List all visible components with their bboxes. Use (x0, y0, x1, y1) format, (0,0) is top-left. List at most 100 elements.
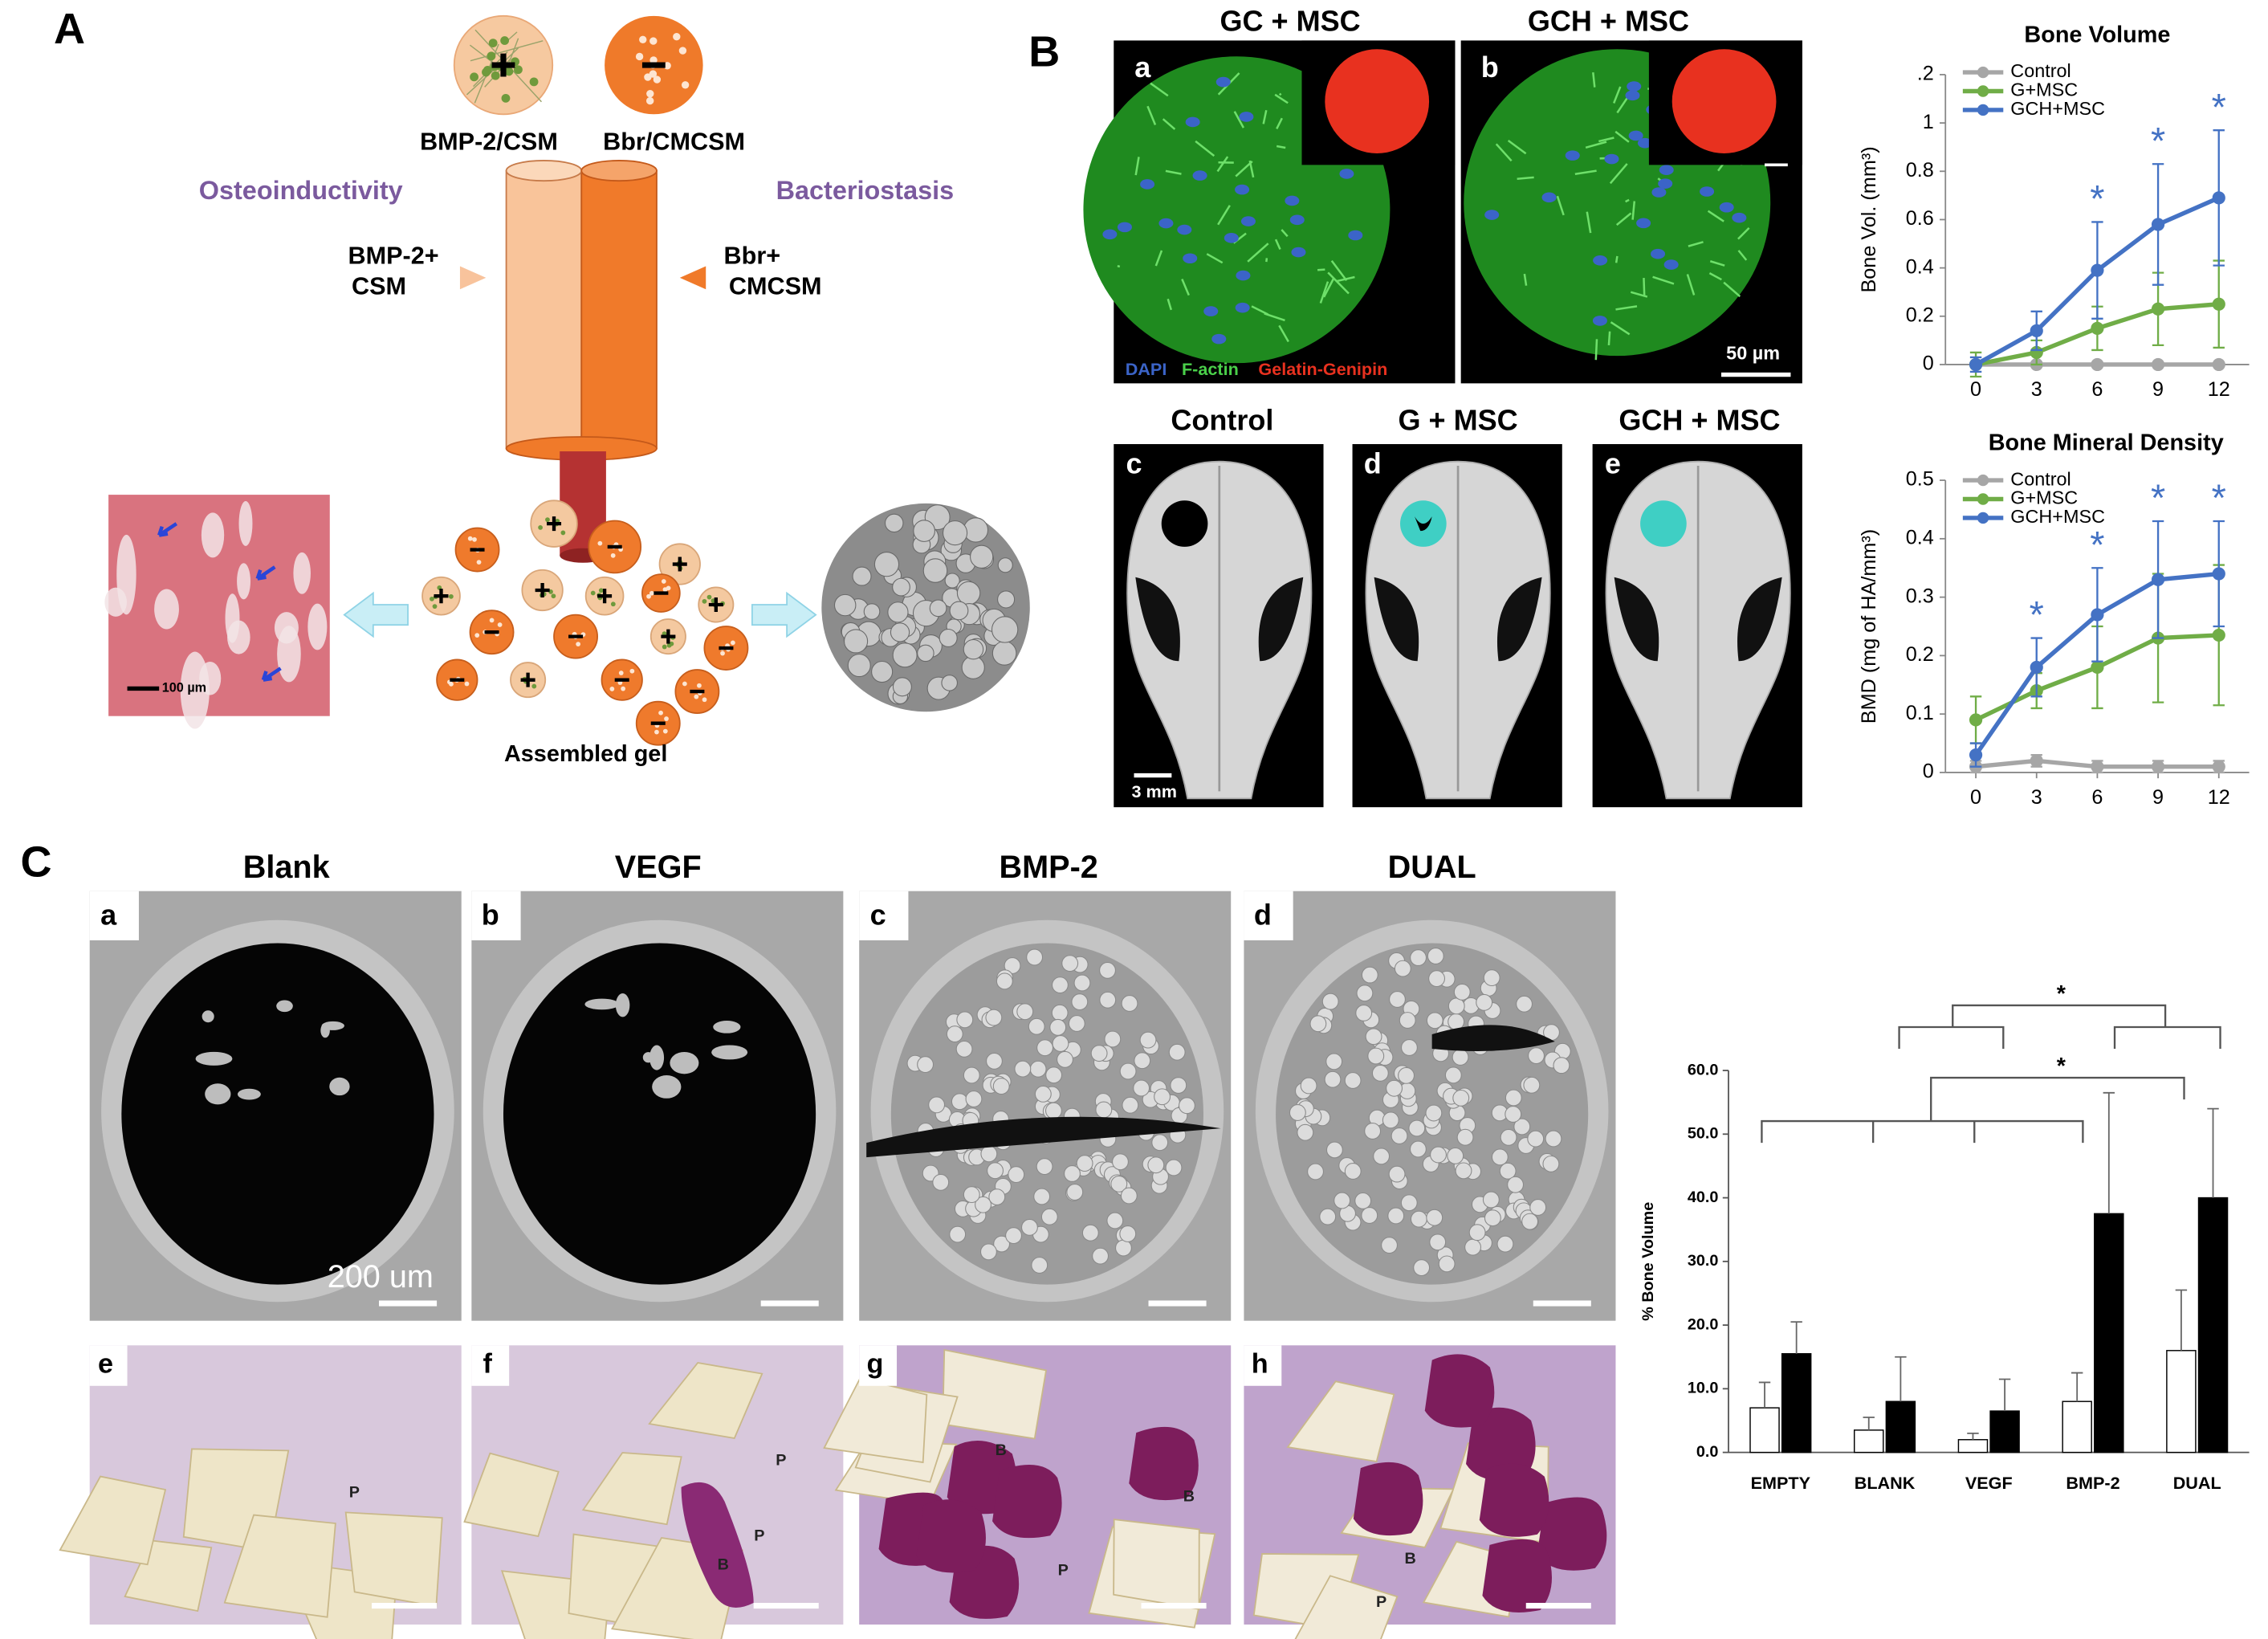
gap (866, 1116, 1221, 1158)
legend-swatch (1977, 493, 1989, 505)
sem-particle (991, 616, 1019, 643)
bar (1885, 1400, 1916, 1453)
nucleus (1215, 76, 1231, 88)
x-tick-label: 6 (2091, 378, 2103, 401)
actin-fiber (1631, 201, 1636, 220)
y-tick-label: 30.0 (1688, 1252, 1719, 1270)
bead-dot (483, 65, 492, 75)
nucleus (1192, 170, 1207, 181)
y-tick-label: 1 (1923, 111, 1934, 133)
microsphere (1325, 1053, 1343, 1070)
x-tick-label: 12 (2208, 786, 2230, 809)
data-point (2151, 573, 2165, 586)
bone-fragment (713, 1021, 741, 1034)
nucleus (1700, 186, 1715, 197)
orbit (1135, 577, 1180, 662)
nucleus (1593, 255, 1608, 266)
nucleus (1240, 216, 1256, 226)
microsphere (1092, 1247, 1110, 1265)
significance-mark: * (2030, 594, 2044, 636)
x-tick-label: EMPTY (1751, 1473, 1811, 1493)
microsphere (928, 1096, 946, 1114)
microsphere (1430, 1146, 1447, 1164)
sem-particle (997, 590, 1016, 609)
y-tick-label: 0.1 (1906, 702, 1934, 724)
panel-label: B (1028, 28, 1060, 76)
microsphere (1334, 1192, 1351, 1209)
tissue-void (293, 552, 311, 594)
bead-dot (476, 560, 482, 565)
microsphere (1373, 1148, 1391, 1165)
bead-dot (644, 73, 652, 81)
actin-fiber (1707, 210, 1724, 222)
x-tick-label: 9 (2152, 378, 2164, 401)
microsphere (980, 1145, 998, 1163)
bead-dot (658, 710, 663, 716)
microsphere (1448, 997, 1465, 1015)
microsphere (1468, 1224, 1486, 1241)
bead-dot (560, 530, 566, 536)
inlet-arrow (459, 266, 487, 290)
nucleus (1627, 81, 1642, 92)
sem-particle (943, 520, 968, 546)
microsphere (996, 972, 1013, 990)
microsphere (1409, 1140, 1427, 1158)
error-bar (1790, 1321, 1802, 1354)
microsphere (955, 1040, 973, 1058)
bone-fragment (205, 1083, 231, 1105)
image-letter: d (1254, 899, 1272, 932)
nucleus (1604, 153, 1619, 165)
actin-fiber (1165, 169, 1182, 175)
bead-dot (661, 579, 666, 584)
error-bar (1758, 1381, 1771, 1409)
bone-fragment (276, 1000, 293, 1013)
actin-fiber (1686, 274, 1696, 296)
new-bone (1424, 1354, 1495, 1428)
actin-fiber (1195, 140, 1215, 157)
data-point (2212, 760, 2225, 773)
actin-fiber (1708, 271, 1722, 281)
actin-fiber (1586, 211, 1592, 234)
stain-label: F-actin (1182, 359, 1239, 379)
actin-fiber (1495, 143, 1513, 162)
nucleus (1285, 195, 1300, 206)
y-tick-label: 0.8 (1906, 159, 1934, 181)
syringe-barrel (505, 169, 583, 450)
microsphere (1365, 1028, 1382, 1046)
microsphere (1426, 1209, 1443, 1226)
tissue-label: B (996, 1441, 1007, 1459)
nucleus (1177, 224, 1192, 235)
nucleus (1663, 259, 1679, 270)
sem-particle (892, 642, 918, 668)
microsphere (1382, 1111, 1399, 1129)
bar (1781, 1353, 1812, 1453)
nucleus (1628, 130, 1643, 141)
sem-particle (873, 552, 900, 577)
nucleus (1235, 184, 1250, 195)
microsphere (1394, 960, 1411, 977)
microsphere (1016, 1003, 1034, 1021)
plus-sign (708, 597, 723, 612)
microsphere (1528, 1047, 1545, 1065)
data-point (2091, 608, 2104, 622)
bead-dot (500, 36, 510, 45)
data-point (2091, 263, 2104, 277)
y-axis-label: BMD (mg of HA/mm³) (1858, 529, 1880, 724)
bead-dot (681, 81, 690, 89)
bone-fragment (195, 1051, 233, 1066)
bead-dot (673, 33, 681, 41)
microsphere (1110, 1175, 1128, 1193)
letter-box (89, 891, 139, 940)
image-title: Control (1171, 404, 1273, 437)
nucleus (1541, 192, 1557, 203)
actin-fiber (1737, 250, 1748, 261)
microsphere (1073, 974, 1091, 992)
image-letter: b (482, 899, 499, 932)
tissue-label: P (754, 1527, 764, 1544)
tissue-label: P (776, 1452, 786, 1470)
bead-dot (464, 681, 470, 687)
legend-swatch (1977, 512, 1989, 524)
x-tick-label: VEGF (1965, 1473, 2013, 1493)
barrel-top (505, 160, 583, 182)
microsphere (1061, 955, 1079, 972)
